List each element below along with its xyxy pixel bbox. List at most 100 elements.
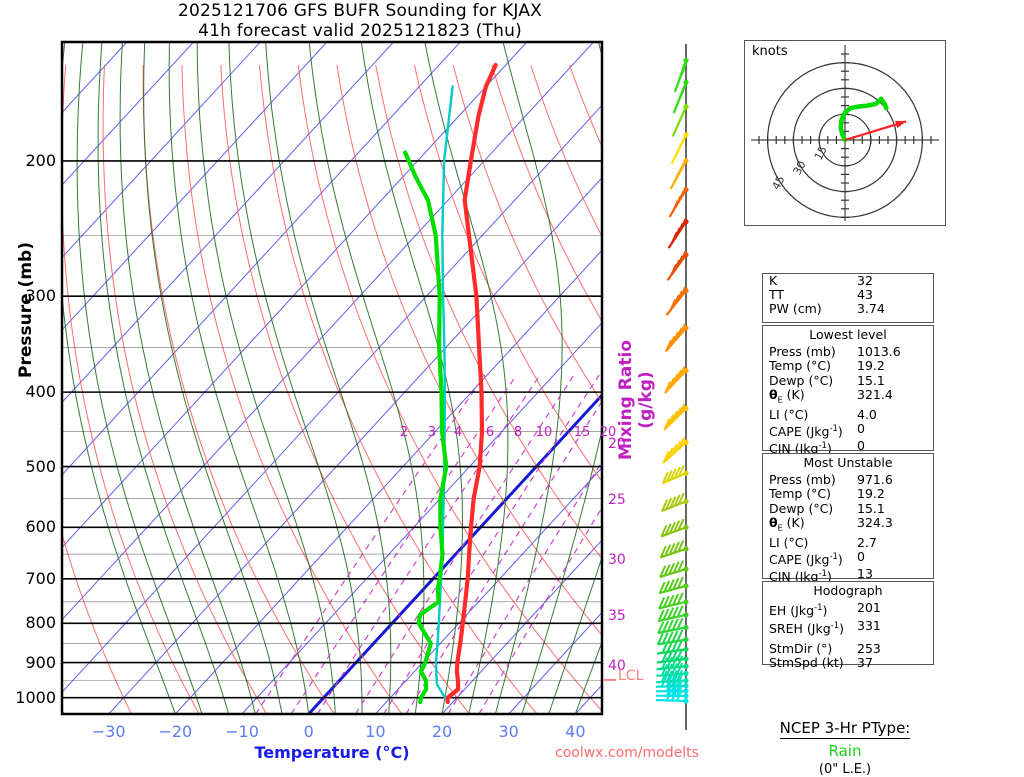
- temperature-tick-0: 0: [284, 722, 334, 741]
- table-row: Press (mb)1013.6: [763, 345, 933, 359]
- height-tick-25: 25: [608, 492, 626, 508]
- wind-barb: [659, 593, 689, 609]
- table-row: PW (cm)3.74: [763, 302, 933, 316]
- row-value: 324.3: [857, 516, 893, 536]
- table-row: θE (K)321.4: [763, 388, 933, 408]
- table-row: CAPE (Jkg-1)0: [763, 550, 933, 567]
- row-value: 32: [857, 274, 873, 288]
- watermark: coolwx.com/modelts: [555, 745, 699, 761]
- lcl-label: LCL: [618, 668, 643, 684]
- row-label: Dewp (°C): [769, 374, 857, 388]
- table-row: StmSpd (kt)37: [763, 656, 933, 670]
- row-label: LI (°C): [769, 408, 857, 422]
- row-label: K: [769, 274, 857, 288]
- pressure-tick-900: 900: [4, 653, 56, 672]
- temperature-tick-40: 40: [550, 722, 600, 741]
- wind-barb: [660, 560, 689, 577]
- row-label: θE (K): [769, 516, 857, 536]
- mixing-ratio-tick-4: 4: [446, 425, 470, 440]
- row-label: EH (Jkg-1): [769, 601, 857, 618]
- mixing-ratio-tick-10: 10: [532, 425, 556, 440]
- pressure-tick-200: 200: [4, 151, 56, 170]
- row-label: Press (mb): [769, 345, 857, 359]
- temperature-tick-30: 30: [484, 722, 534, 741]
- row-value: 201: [857, 601, 881, 618]
- row-value: 37: [857, 656, 873, 670]
- row-label: Press (mb): [769, 473, 857, 487]
- wind-barb: [661, 519, 689, 536]
- row-value: 15.1: [857, 502, 885, 516]
- skewt-diagram: [0, 0, 720, 740]
- pressure-tick-700: 700: [4, 569, 56, 588]
- temperature-tick--20: −20: [150, 722, 200, 741]
- row-value: 253: [857, 642, 881, 656]
- row-value: 3.74: [857, 302, 885, 316]
- height-tick-30: 30: [608, 552, 626, 568]
- table-row: SREH (Jkg-1)331: [763, 619, 933, 636]
- pressure-tick-800: 800: [4, 613, 56, 632]
- wind-barb: [659, 577, 688, 593]
- mixing-ratio-tick-3: 3: [420, 425, 444, 440]
- table-row: Dewp (°C)15.1: [763, 502, 933, 516]
- wind-barb: [663, 438, 688, 463]
- height-tick-35: 35: [608, 608, 626, 624]
- mixing-ratio-tick-8: 8: [506, 425, 530, 440]
- row-label: StmDir (°): [769, 642, 857, 656]
- row-label: CAPE (Jkg-1): [769, 550, 857, 567]
- height-tick-20: 20: [608, 436, 626, 452]
- temperature-axis-label: Temperature (°C): [62, 743, 602, 762]
- hodograph-stats-heading: Hodograph: [763, 582, 933, 601]
- temperature-tick-10: 10: [350, 722, 400, 741]
- row-value: 321.4: [857, 388, 893, 408]
- pressure-tick-600: 600: [4, 517, 56, 536]
- row-label: StmSpd (kt): [769, 656, 857, 670]
- temperature-tick-20: 20: [417, 722, 467, 741]
- hodograph-units-label: knots: [752, 44, 788, 59]
- row-value: 1013.6: [857, 345, 901, 359]
- pressure-tick-400: 400: [4, 382, 56, 401]
- row-value: 4.0: [857, 408, 877, 422]
- hodograph-ring-label: 15: [812, 144, 830, 162]
- row-value: 0: [857, 550, 865, 567]
- wind-barb: [662, 493, 689, 511]
- row-label: PW (cm): [769, 302, 857, 316]
- table-row: EH (Jkg-1)201: [763, 601, 933, 618]
- row-label: Temp (°C): [769, 487, 857, 501]
- mixing-ratio-tick-2: 2: [392, 425, 416, 440]
- row-label: Dewp (°C): [769, 502, 857, 516]
- lowest-level-heading: Lowest level: [763, 326, 933, 345]
- most-unstable-heading: Most Unstable: [763, 454, 933, 473]
- table-row: Dewp (°C)15.1: [763, 374, 933, 388]
- row-label: SREH (Jkg-1): [769, 619, 857, 636]
- table-row: CAPE (Jkg-1)0: [763, 422, 933, 439]
- row-label: CAPE (Jkg-1): [769, 422, 857, 439]
- table-row: θE (K)324.3: [763, 516, 933, 536]
- table-row: LI (°C)4.0: [763, 408, 933, 422]
- ptype-value: Rain: [745, 742, 945, 760]
- temperature-tick--10: −10: [217, 722, 267, 741]
- pressure-tick-500: 500: [4, 457, 56, 476]
- mixing-ratio-tick-15: 15: [570, 425, 594, 440]
- row-label: TT: [769, 288, 857, 302]
- table-row: Temp (°C)19.2: [763, 487, 933, 501]
- ptype-block: NCEP 3-Hr PType: Rain (0" L.E.): [745, 718, 945, 777]
- table-row: StmDir (°)253: [763, 642, 933, 656]
- row-value: 19.2: [857, 487, 885, 501]
- row-label: LI (°C): [769, 536, 857, 550]
- row-value: 43: [857, 288, 873, 302]
- row-value: 2.7: [857, 536, 877, 550]
- row-value: 971.6: [857, 473, 893, 487]
- pressure-tick-300: 300: [4, 286, 56, 305]
- wind-barb: [664, 404, 689, 430]
- wind-barb: [660, 540, 688, 557]
- row-value: 0: [857, 422, 865, 439]
